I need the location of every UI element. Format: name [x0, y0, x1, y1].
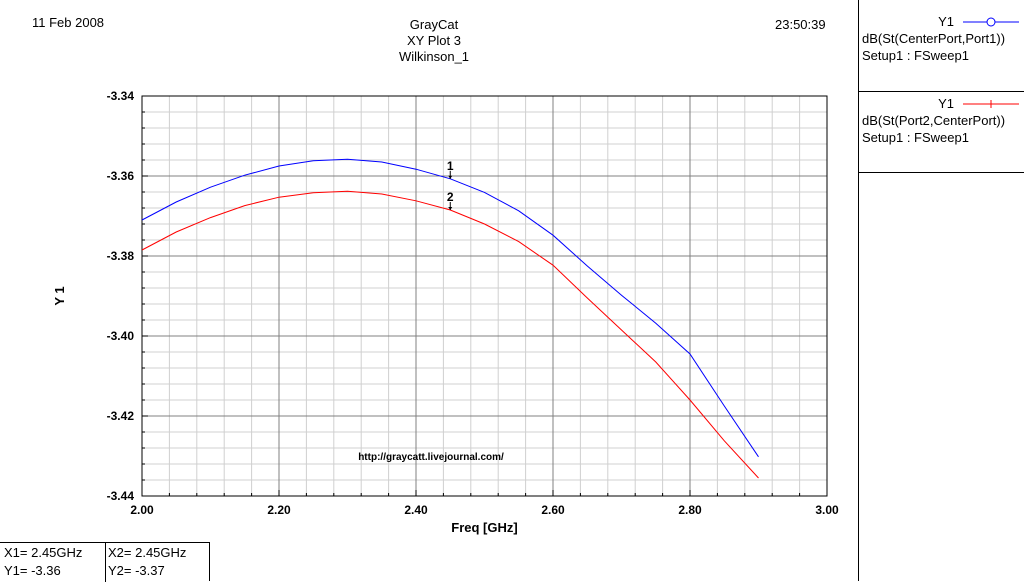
- legend-line-red: [963, 100, 1019, 108]
- y-tick-labels: -3.34 -3.36 -3.38 -3.40 -3.42 -3.44: [107, 89, 135, 503]
- marker-x1: X1= 2.45GHz: [4, 545, 83, 560]
- plot-time: 23:50:39: [775, 17, 826, 32]
- xy-plot[interactable]: 2.00 2.20 2.40 2.60 2.80 3.00 -3.34 -3.36 -3.38…: [0, 0, 858, 581]
- x-tick-label: 2.80: [678, 503, 702, 517]
- series-line-2: [141, 190, 759, 479]
- plot-title-3: Wilkinson_1: [398, 49, 470, 64]
- x-axis-label: Freq [GHz]: [451, 520, 517, 535]
- legend-setup: Setup1 : FSweep1: [862, 48, 969, 63]
- y-tick-label: -3.44: [107, 489, 135, 503]
- axis-ticks: [142, 111, 801, 496]
- legend-expression: dB(St(CenterPort,Port1)): [862, 31, 1006, 46]
- legend-divider: [858, 0, 859, 581]
- y-tick-label: -3.38: [107, 249, 135, 263]
- legend-entry-1[interactable]: Y1 dB(St(CenterPort,Port1)) Setup1 : FSw…: [859, 14, 1024, 84]
- y-tick-label: -3.42: [107, 409, 135, 423]
- plot-title-2: XY Plot 3: [407, 33, 461, 48]
- legend-name: Y1: [938, 14, 954, 29]
- marker-arrowhead: [448, 175, 453, 179]
- marker-label: 2: [447, 190, 454, 204]
- plot-frame: [141, 95, 828, 497]
- x-tick-label: 2.60: [541, 503, 565, 517]
- legend-line-blue: [963, 17, 1019, 27]
- y-tick-label: -3.34: [107, 89, 135, 103]
- legend-expression: dB(St(Port2,CenterPort)): [862, 113, 1006, 128]
- marker-table-divider: [105, 543, 106, 582]
- major-grid: [142, 96, 827, 496]
- x-tick-label: 2.00: [130, 503, 154, 517]
- x-tick-label: 2.40: [404, 503, 428, 517]
- legend-separator: [859, 172, 1024, 173]
- marker-x2: X2= 2.45GHz: [108, 545, 187, 560]
- plot-title-1: GrayCat: [409, 17, 459, 32]
- minor-grid: [142, 96, 827, 496]
- marker-y1: Y1= -3.36: [4, 563, 61, 578]
- y-tick-label: -3.36: [107, 169, 135, 183]
- y-tick-label: -3.40: [107, 329, 135, 343]
- plot-date: 11 Feb 2008: [32, 15, 105, 30]
- markers: 12: [447, 159, 454, 210]
- marker-label: 1: [447, 159, 454, 173]
- x-tick-label: 2.20: [267, 503, 291, 517]
- x-tick-labels: 2.00 2.20 2.40 2.60 2.80 3.00: [130, 503, 839, 517]
- legend-setup: Setup1 : FSweep1: [862, 130, 969, 145]
- legend-entry-2[interactable]: Y1 dB(St(Port2,CenterPort)) Setup1 : FSw…: [859, 96, 1024, 166]
- x-tick-label: 3.00: [815, 503, 839, 517]
- watermark-url: http://graycatt.livejournal.com/: [358, 452, 504, 463]
- marker-arrowhead: [448, 207, 453, 210]
- marker-table: X1= 2.45GHz Y1= -3.36 X2= 2.45GHz Y2= -3…: [0, 542, 210, 582]
- marker-y2: Y2= -3.37: [108, 563, 165, 578]
- legend-separator: [859, 91, 1024, 92]
- y-axis-label: Y 1: [52, 286, 67, 305]
- legend-name: Y1: [938, 96, 954, 111]
